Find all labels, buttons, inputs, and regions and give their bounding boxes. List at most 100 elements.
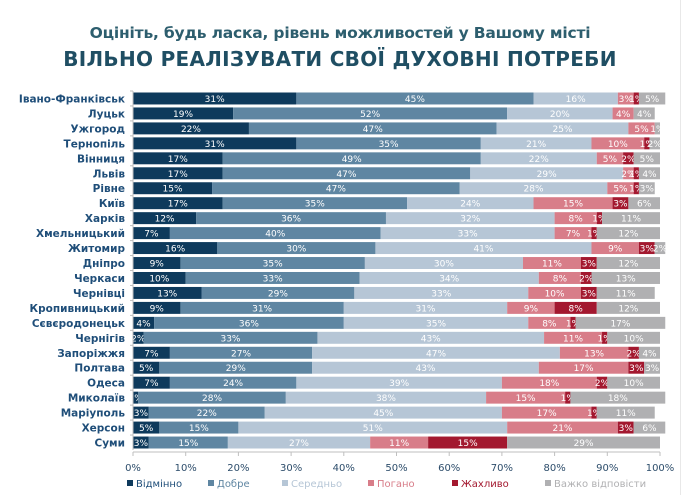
data-label: 1% <box>650 125 665 135</box>
bar-segment <box>612 197 629 210</box>
bar-segment <box>133 316 155 329</box>
data-label: 6% <box>637 200 652 210</box>
bar-segment <box>133 271 186 284</box>
bar-segment <box>533 197 613 210</box>
bar-segment <box>343 301 508 314</box>
bar-segment <box>628 361 645 374</box>
data-label: 9% <box>524 304 539 314</box>
bar-segment <box>612 107 634 120</box>
bar-segment <box>591 227 597 240</box>
category-label: Дніпро <box>83 258 125 270</box>
category-label: Миколаїв <box>68 393 126 405</box>
legend-swatch <box>282 480 288 486</box>
bar-segment <box>501 406 592 419</box>
data-label: 35% <box>305 200 325 210</box>
data-label: 4% <box>642 170 657 180</box>
category-label: Полтава <box>74 363 125 375</box>
category-label: Хмельницький <box>36 228 125 240</box>
x-tick-label: 30% <box>280 463 302 474</box>
data-label: 19% <box>173 110 193 120</box>
data-label: 16% <box>165 245 185 255</box>
data-label: 13% <box>616 274 636 284</box>
bar-segment <box>538 361 629 374</box>
bar-segment <box>385 212 555 225</box>
data-label: 22% <box>197 409 217 419</box>
data-label: 3% <box>640 185 655 195</box>
data-label: 3% <box>613 200 628 210</box>
data-label: 28% <box>524 185 544 195</box>
data-label: 24% <box>223 379 243 389</box>
bar-segment <box>602 212 660 225</box>
data-label: 2% <box>595 379 610 389</box>
bar-segment <box>159 421 239 434</box>
data-label: 17% <box>537 409 557 419</box>
bar-segment <box>528 286 581 299</box>
bar-segment <box>638 346 660 359</box>
data-label: 15% <box>458 439 478 449</box>
data-label: 10% <box>624 379 644 389</box>
bar-segment <box>133 122 249 135</box>
category-label: Кропивницький <box>30 303 125 315</box>
chart-title: ВІЛЬНО РЕАЛІЗУВАТИ СВОЇ ДУХОВНІ ПОТРЕБИ <box>63 47 617 71</box>
bar-segment <box>133 346 170 359</box>
bar-segment <box>133 286 202 299</box>
category-label: Запоріжжя <box>57 348 125 360</box>
bar-segment <box>580 286 597 299</box>
bar-segment <box>522 257 581 270</box>
bar-segment <box>617 421 634 434</box>
data-label: 9% <box>608 245 623 255</box>
bar-segment <box>633 167 639 180</box>
data-label: 31% <box>205 140 225 150</box>
data-label: 5% <box>613 185 628 195</box>
data-label: 38% <box>376 394 396 404</box>
bar-segment <box>133 242 218 255</box>
data-label: 3% <box>582 289 597 299</box>
bar-segment <box>644 361 660 374</box>
data-label: 34% <box>439 274 459 284</box>
bar-segment <box>227 436 371 449</box>
data-label: 18% <box>608 394 628 404</box>
data-label: 8% <box>569 304 584 314</box>
category-label: Суми <box>95 438 126 450</box>
bar-segment <box>133 361 160 374</box>
data-label: 8% <box>542 319 557 329</box>
bar-segment <box>654 242 666 255</box>
data-label: 10% <box>608 140 628 150</box>
bar-segment <box>470 167 624 180</box>
category-label: Ужгород <box>71 123 125 135</box>
data-label: 10% <box>149 274 169 284</box>
bar-segment <box>644 137 650 150</box>
data-label: 3% <box>619 95 634 105</box>
category-label: Івано-Франківськ <box>19 93 125 105</box>
bar-segment <box>133 92 297 105</box>
bar-segment <box>480 137 592 150</box>
bar-segment <box>285 391 487 404</box>
x-tick-label: 20% <box>227 463 249 474</box>
data-label: 7% <box>144 230 159 240</box>
bar-segment <box>596 152 624 165</box>
data-label: 1% <box>629 185 644 195</box>
data-label: 7% <box>566 230 581 240</box>
bar-segment <box>596 227 660 240</box>
data-label: 1% <box>640 140 655 150</box>
data-label: 2% <box>579 274 594 284</box>
category-label: Київ <box>99 198 126 210</box>
bar-segment <box>507 107 613 120</box>
bar-segment <box>133 107 234 120</box>
data-label: 27% <box>289 439 309 449</box>
category-label: Тернопіль <box>64 138 126 150</box>
bar-segment <box>570 391 666 404</box>
bar-segment <box>133 301 181 314</box>
bar-segment <box>607 376 660 389</box>
bar-segment <box>428 436 508 449</box>
data-label: 17% <box>610 319 630 329</box>
data-label: 2% <box>621 170 636 180</box>
data-label: 35% <box>263 260 283 270</box>
bar-segment <box>633 107 655 120</box>
bar-segment <box>607 331 660 344</box>
x-axis: 0% 10% 20% 30% 40% 50% 60% 70% 80% 90% 100% <box>125 90 674 474</box>
bar-segment <box>222 152 481 165</box>
data-label: 17% <box>168 200 188 210</box>
bar-segment <box>248 122 497 135</box>
chart-subtitle: Оцініть, будь ласка, рівень можливостей … <box>89 24 591 42</box>
